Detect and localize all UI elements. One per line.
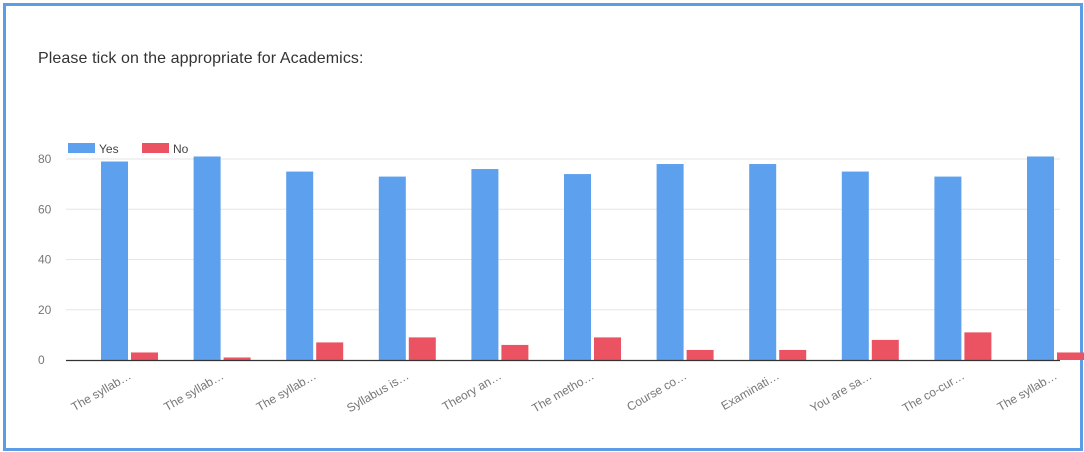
x-tick-label: Syllabus is…: [344, 368, 411, 415]
x-tick-label: The syllab…: [69, 368, 134, 413]
bar-yes: [934, 176, 962, 360]
bar-no: [686, 349, 714, 360]
bar-no: [316, 342, 344, 360]
bar-yes: [101, 161, 128, 360]
x-tick-label: Course co…: [624, 368, 689, 413]
bar-yes: [1027, 156, 1054, 360]
grid-lines: [66, 158, 1060, 311]
bar-yes: [656, 164, 684, 360]
bar-yes: [564, 174, 591, 360]
x-tick-label: You are sa…: [808, 368, 875, 415]
bar-no: [131, 352, 158, 360]
bar-no: [964, 332, 992, 360]
x-tick-label: The metho…: [529, 368, 596, 415]
legend-swatch: [142, 143, 169, 153]
bar-no: [1057, 352, 1084, 360]
chart-title: Please tick on the appropriate for Acade…: [38, 50, 364, 67]
x-tick-label: The syllab…: [254, 368, 319, 413]
legend-swatch: [68, 143, 95, 153]
y-tick-label: 60: [38, 202, 52, 216]
x-tick-label: The syllab…: [161, 368, 226, 413]
bar-no: [779, 349, 807, 360]
legend-label: No: [173, 142, 189, 156]
y-axis-ticks: 0 20 40 60 80: [38, 152, 52, 367]
bar-no: [408, 337, 436, 360]
bar-no: [871, 339, 899, 360]
bar-no: [594, 337, 621, 360]
y-tick-label: 40: [38, 253, 52, 267]
bar-yes: [378, 176, 406, 360]
legend: Yes No: [68, 142, 189, 156]
bar-no: [223, 357, 251, 360]
bar-no: [501, 344, 529, 360]
x-axis-ticks: The syllab… The syllab… The syllab… Syllabu…: [69, 368, 1060, 415]
bar-yes: [841, 171, 869, 360]
bars: [101, 156, 1084, 360]
x-tick-label: The co-cur…: [900, 368, 967, 415]
chart-card: [3, 3, 1083, 451]
y-tick-label: 80: [38, 152, 52, 166]
x-tick-label: Theory an…: [440, 368, 504, 413]
y-tick-label: 0: [38, 353, 45, 367]
bar-yes: [193, 156, 221, 360]
bar-yes: [286, 171, 314, 360]
bar-yes: [471, 169, 499, 360]
x-tick-label: The syllab…: [995, 368, 1060, 413]
x-tick-label: Examinati…: [719, 368, 782, 412]
bar-yes: [749, 164, 777, 360]
legend-label: Yes: [99, 142, 119, 156]
y-tick-label: 20: [38, 303, 52, 317]
